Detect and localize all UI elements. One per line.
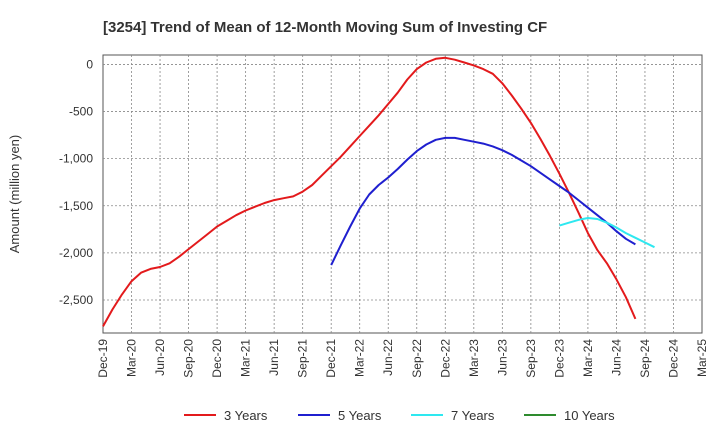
x-tick-label: Dec-21 (324, 339, 338, 378)
x-tick-label: Mar-23 (467, 339, 481, 377)
legend-label-5-years: 5 Years (338, 408, 382, 423)
legend-label-3-years: 3 Years (224, 408, 268, 423)
y-tick-label: -500 (69, 105, 93, 119)
series-lines (102, 56, 655, 327)
x-tick-label: Sep-24 (638, 339, 652, 378)
plot-area (102, 54, 703, 334)
x-tick-label: Jun-24 (609, 339, 623, 376)
series-line-7-years (559, 217, 655, 249)
x-tick-label: Jun-23 (495, 339, 509, 376)
x-tick-label: Dec-19 (96, 339, 110, 378)
series-line-3-years (102, 56, 637, 327)
x-tick-label: Mar-25 (695, 339, 709, 377)
x-tick-label: Sep-22 (410, 339, 424, 378)
x-tick-label: Dec-24 (666, 339, 680, 378)
legend-label-10-years: 10 Years (564, 408, 615, 423)
x-tick-label: Sep-23 (524, 339, 538, 378)
x-tick-label: Jun-20 (153, 339, 167, 376)
y-tick-labels: 0 -500 -1,000 -1,500 -2,000 -2,500 (59, 57, 93, 307)
y-tick-label: -2,500 (59, 293, 93, 307)
x-tick-label: Mar-20 (125, 339, 139, 377)
y-axis-label: Amount (million yen) (7, 135, 22, 254)
y-tick-label: 0 (86, 57, 93, 71)
series-line-5-years (330, 136, 636, 266)
x-tick-label: Mar-24 (581, 339, 595, 377)
y-tick-label: -1,000 (59, 152, 93, 166)
x-tick-label: Sep-20 (182, 339, 196, 378)
legend-label-7-years: 7 Years (451, 408, 495, 423)
x-tick-label: Jun-22 (381, 339, 395, 376)
x-tick-label: Dec-20 (210, 339, 224, 378)
x-tick-label: Dec-22 (438, 339, 452, 378)
y-tick-label: -1,500 (59, 199, 93, 213)
x-tick-label: Mar-21 (239, 339, 253, 377)
x-tick-labels: Dec-19 Mar-20 Jun-20 Sep-20 Dec-20 Mar-21 Jun-… (96, 339, 709, 378)
x-tick-label: Mar-22 (353, 339, 367, 377)
x-tick-label: Dec-23 (552, 339, 566, 378)
x-tick-label: Sep-21 (296, 339, 310, 378)
chart-title: [3254] Trend of Mean of 12-Month Moving … (103, 19, 547, 36)
legend: 3 Years 5 Years 7 Years 10 Years (184, 408, 615, 423)
y-tick-label: -2,000 (59, 246, 93, 260)
x-tick-label: Jun-21 (267, 339, 281, 376)
